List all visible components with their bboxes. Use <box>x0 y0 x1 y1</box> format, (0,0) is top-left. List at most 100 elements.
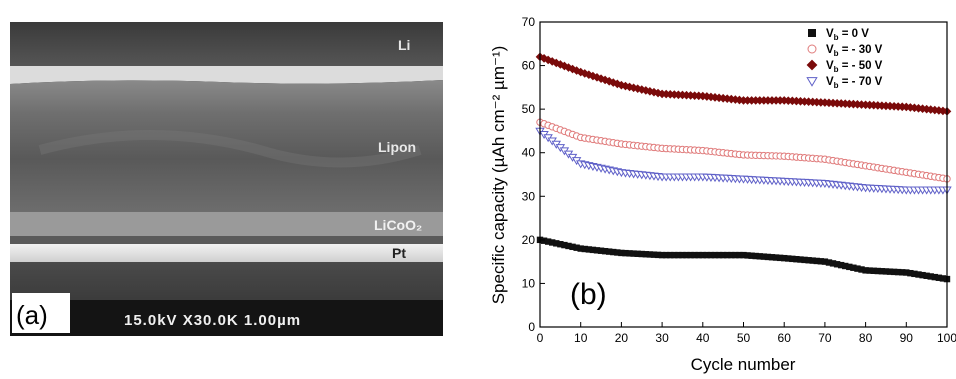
data-point <box>772 254 780 261</box>
x-tick-label: 20 <box>615 331 629 345</box>
data-point <box>894 268 902 276</box>
data-point <box>732 251 739 259</box>
data-point <box>926 105 936 114</box>
data-point <box>646 251 654 258</box>
data-point <box>667 251 674 259</box>
x-tick-label: 60 <box>778 331 792 345</box>
data-point <box>825 259 833 266</box>
layer-label-licoo2: LiCoO₂ <box>374 217 422 233</box>
x-tick-label: 0 <box>537 331 544 345</box>
data-point <box>703 251 711 259</box>
data-point <box>621 81 630 91</box>
data-point <box>565 242 572 250</box>
data-point <box>724 251 731 259</box>
data-point <box>675 251 682 259</box>
data-point <box>785 255 792 262</box>
data-point <box>813 257 820 265</box>
layer-label-li: Li <box>398 37 410 53</box>
data-point <box>543 55 553 65</box>
data-point <box>736 251 743 259</box>
data-point <box>617 80 626 90</box>
li-lipon-interface <box>10 66 443 84</box>
data-point <box>752 252 759 260</box>
data-point <box>874 267 882 275</box>
data-point <box>805 257 812 264</box>
chart-legend: Vb = 0 V Vb = - 30 V Vb = - 50 V Vb = - 70 … <box>806 28 883 90</box>
data-point <box>911 270 918 278</box>
data-point <box>557 241 564 248</box>
data-point <box>601 247 609 255</box>
data-point <box>756 253 763 260</box>
y-tick-label: 20 <box>522 233 536 247</box>
data-point <box>679 251 686 259</box>
layer-label-lipon: Lipon <box>378 139 416 155</box>
data-point <box>789 255 796 263</box>
data-point <box>906 103 915 112</box>
data-point <box>740 251 747 259</box>
series-1 <box>536 118 951 183</box>
data-point <box>687 251 694 259</box>
data-point <box>580 69 590 78</box>
data-point <box>702 92 712 101</box>
data-point <box>781 254 788 262</box>
data-point <box>645 86 655 96</box>
x-tick-label: 40 <box>696 331 710 345</box>
data-point <box>731 95 740 104</box>
y-tick-label: 0 <box>528 320 535 334</box>
data-point <box>637 85 647 94</box>
panel-a-label-box <box>12 293 70 333</box>
data-point <box>862 267 869 274</box>
data-point <box>671 251 678 259</box>
series-2 <box>535 52 952 116</box>
capacity-chart: 0 10 20 30 40 50 60 70 80 90 100 0 10 20 30 40 50 60 70 C… <box>489 15 956 374</box>
data-point <box>768 254 776 261</box>
y-tick-label: 40 <box>522 146 536 160</box>
data-point <box>882 268 890 275</box>
data-point <box>556 60 565 69</box>
data-point <box>605 248 613 255</box>
data-point <box>569 243 576 251</box>
legend-label: Vb = - 50 V <box>826 60 883 74</box>
data-point <box>577 245 584 252</box>
licoo2-layer <box>10 212 443 236</box>
licoo2-boundary <box>10 236 443 244</box>
data-point <box>711 251 719 259</box>
sem-image-panel: Li Lipon LiCoO₂ Pt 15.0kV X30.0K 1.00µm … <box>10 22 443 336</box>
data-point <box>870 267 877 274</box>
data-point <box>597 247 605 254</box>
data-point <box>658 251 666 259</box>
x-tick-label: 80 <box>859 331 873 345</box>
lipon-layer <box>10 80 443 212</box>
data-point <box>695 251 702 259</box>
data-point <box>801 256 808 264</box>
data-point <box>610 248 617 256</box>
data-point <box>809 257 816 264</box>
data-point <box>618 249 625 257</box>
legend-marker <box>806 77 818 87</box>
data-point <box>630 250 637 257</box>
data-point <box>793 256 800 263</box>
data-point <box>600 75 610 85</box>
x-axis-ticks: 0 10 20 30 40 50 60 70 80 90 100 <box>537 322 956 345</box>
x-tick-label: 50 <box>737 331 751 345</box>
data-point <box>833 261 841 268</box>
data-point <box>854 265 861 272</box>
data-point <box>907 269 914 277</box>
data-point <box>829 260 837 267</box>
data-point <box>572 66 581 75</box>
series-0 <box>536 236 951 283</box>
y-tick-label: 30 <box>522 189 536 203</box>
data-point <box>608 78 618 87</box>
data-point <box>650 251 658 258</box>
y-tick-label: 50 <box>522 102 536 116</box>
x-tick-label: 90 <box>900 331 914 345</box>
data-point <box>866 267 873 274</box>
y-tick-label: 10 <box>522 276 536 290</box>
y-tick-label: 60 <box>522 59 536 73</box>
data-point <box>662 251 670 259</box>
chart-marks <box>535 52 952 283</box>
data-point <box>842 262 849 270</box>
legend-marker <box>807 44 817 54</box>
